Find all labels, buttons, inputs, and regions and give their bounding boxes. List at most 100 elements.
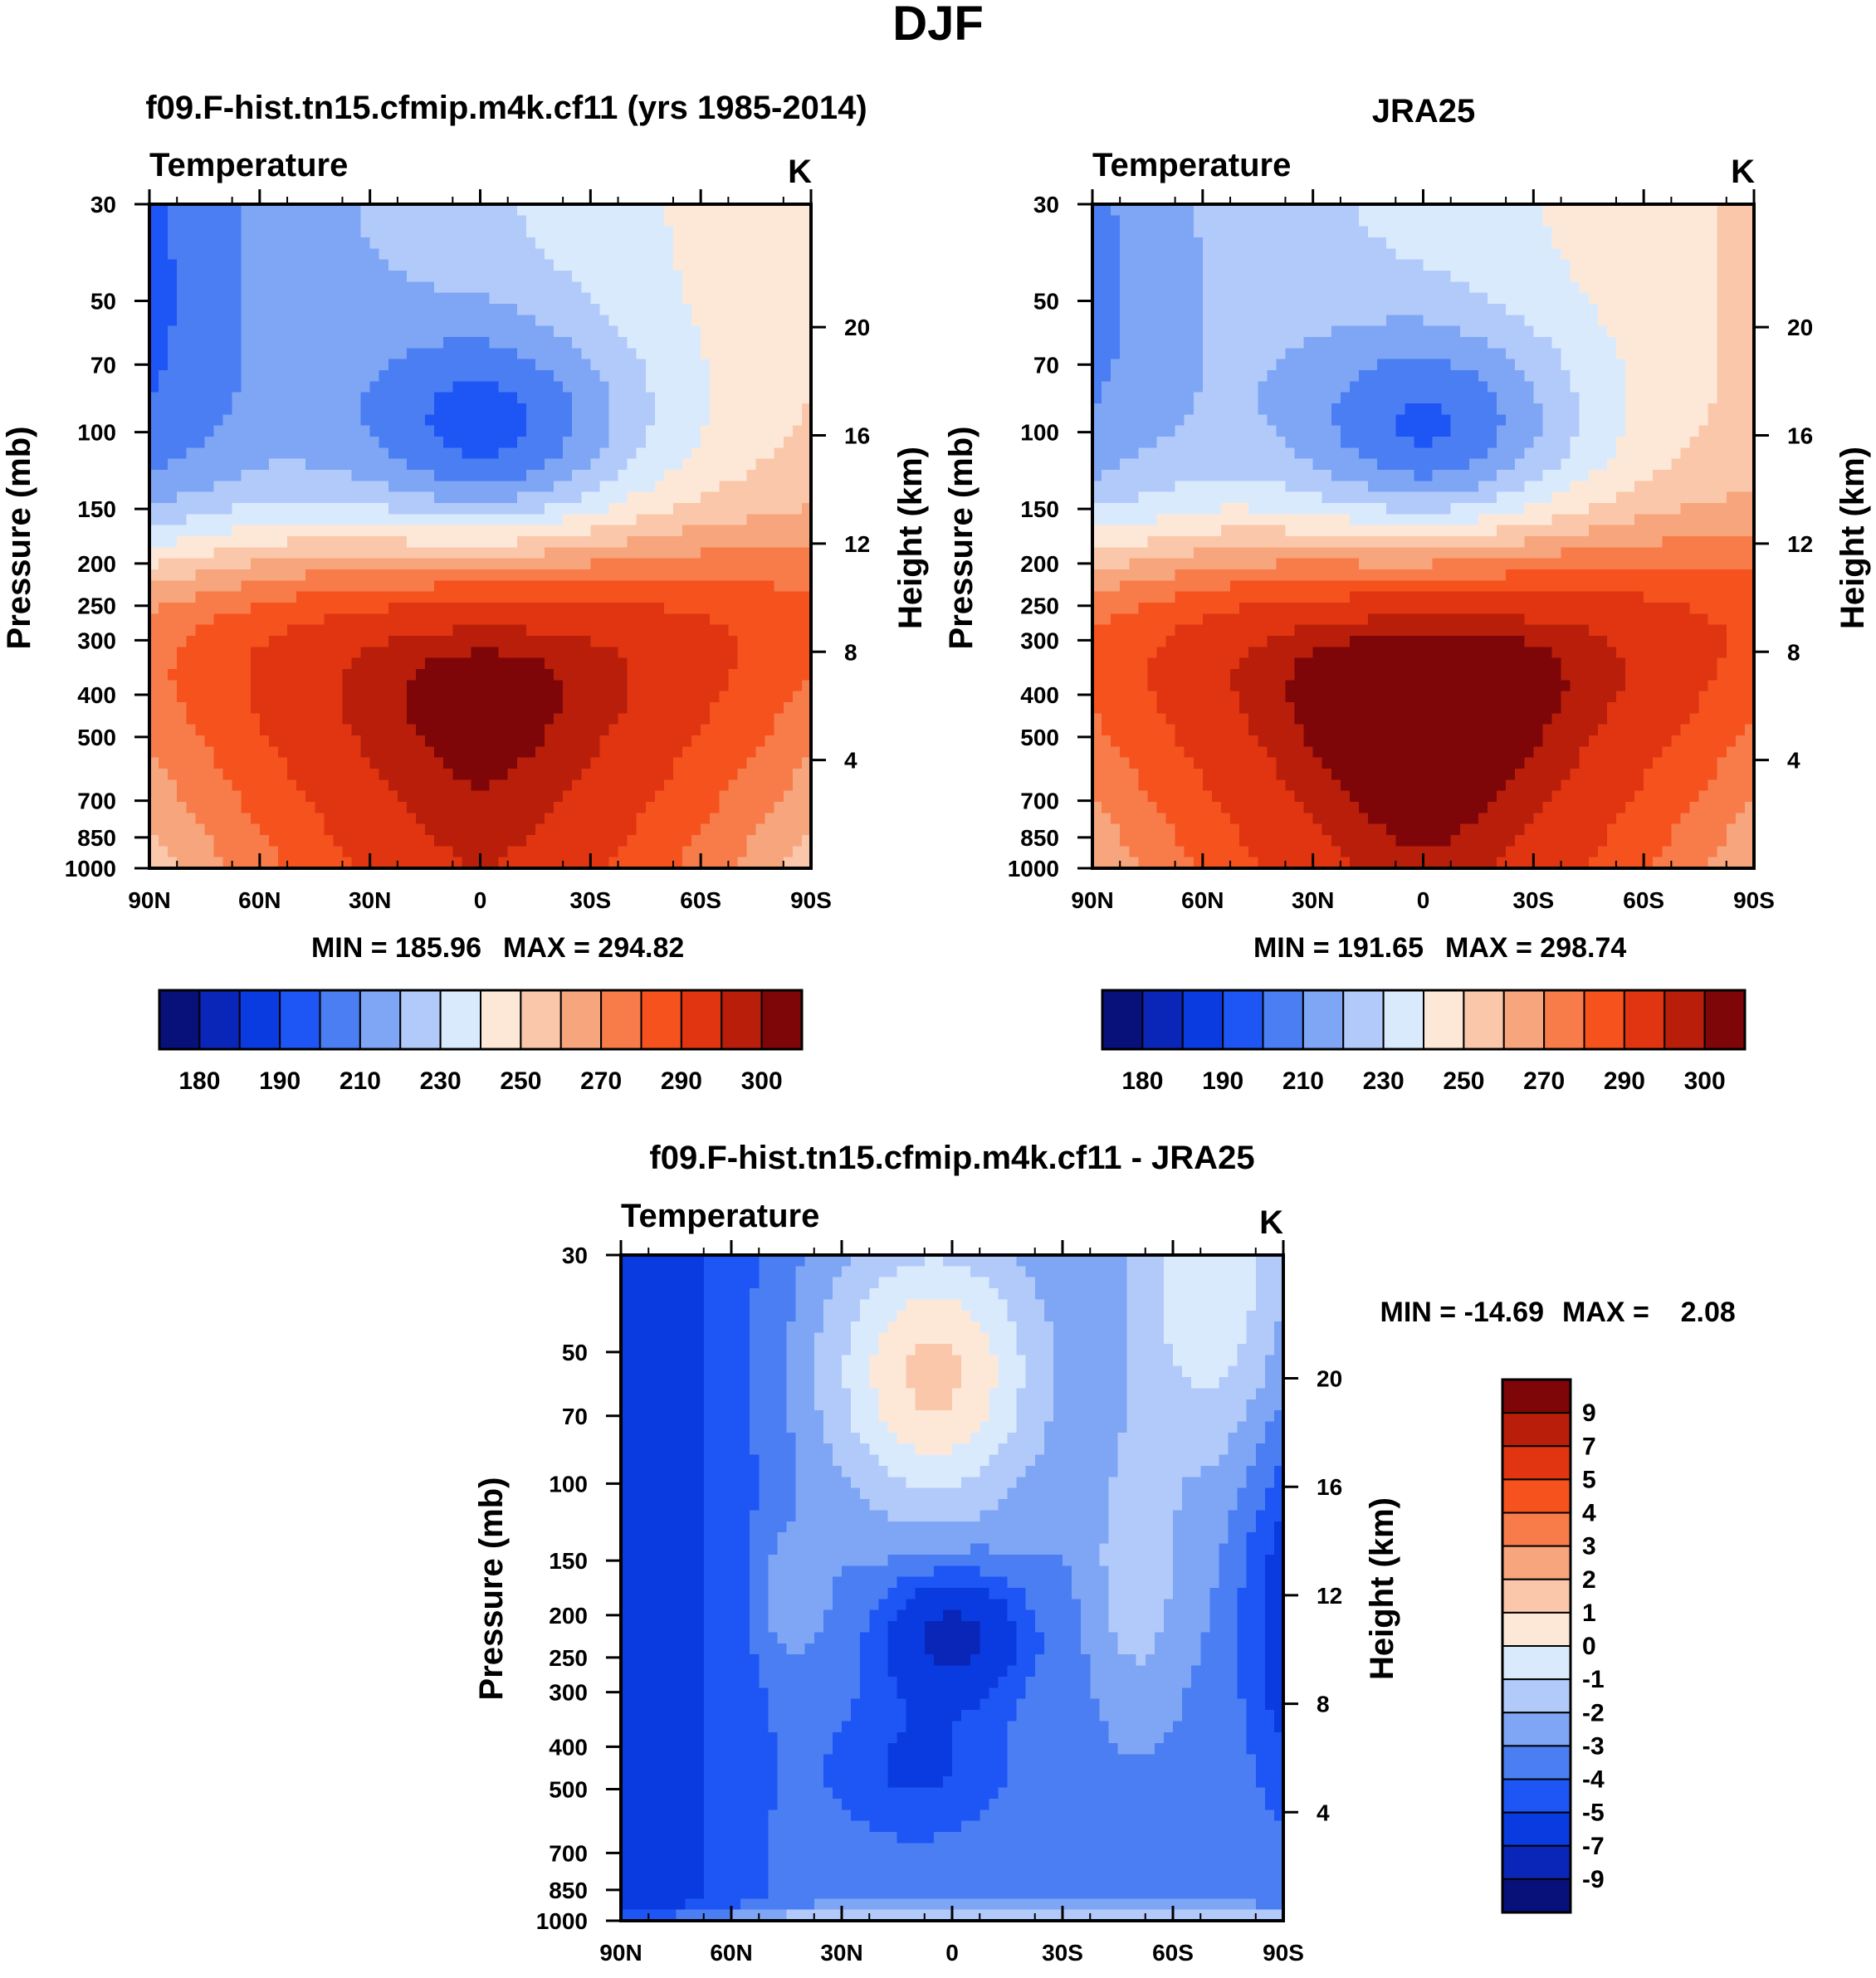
contour-cell (388, 226, 398, 238)
contour-cell (268, 657, 279, 670)
contour-cell (351, 381, 362, 393)
contour-cell (672, 746, 683, 759)
contour-cell (268, 735, 279, 747)
contour-cell (1129, 226, 1139, 238)
contour-cell (186, 857, 196, 869)
contour-cell (159, 624, 169, 637)
contour-cell (498, 779, 509, 792)
contour-cell (554, 580, 564, 593)
contour-cell (213, 447, 224, 460)
contour-cell (480, 425, 491, 437)
contour-cell (1634, 204, 1644, 216)
contour-cell (434, 746, 444, 759)
contour-cell (397, 802, 408, 813)
contour-cell (755, 447, 766, 460)
contour-cell (250, 569, 261, 581)
contour-cell (195, 702, 206, 714)
contour-cell (774, 348, 784, 360)
contour-cell (296, 425, 306, 437)
panel-model-plot: 90N 60N 30N 0 30S 60S 90S305070100150200250300… (65, 189, 870, 913)
contour-cell (434, 348, 444, 360)
contour-cell (1524, 248, 1534, 261)
contour-cell (672, 813, 683, 825)
contour-cell (388, 381, 398, 393)
contour-cell (710, 359, 720, 371)
contour-cell (425, 669, 435, 681)
contour-cell (213, 292, 224, 305)
contour-cell (1175, 226, 1185, 238)
contour-cell (525, 370, 536, 382)
contour-cell (1147, 215, 1158, 227)
contour-cell (452, 823, 462, 836)
contour-cell (406, 779, 417, 792)
contour-cell (618, 248, 628, 261)
contour-cell (360, 647, 371, 659)
contour-cell (1653, 259, 1663, 271)
x-tick-label: 90S (790, 887, 832, 913)
contour-cell (305, 591, 315, 603)
contour-cell (204, 835, 215, 847)
contour-cell (250, 669, 261, 681)
contour-cell (682, 414, 692, 427)
contour-cell (177, 503, 187, 515)
contour-cell (645, 403, 656, 415)
contour-cell (250, 337, 261, 349)
contour-cell (1662, 259, 1672, 271)
contour-cell (1744, 215, 1755, 227)
contour-cell (186, 392, 196, 404)
contour-cell (663, 613, 674, 626)
contour-cell (663, 304, 674, 315)
contour-cell (755, 370, 766, 382)
contour-cell (416, 359, 426, 371)
contour-cell (774, 580, 784, 593)
contour-cell (296, 746, 306, 759)
contour-cell (186, 271, 196, 282)
contour-cell (489, 325, 500, 338)
contour-cell (471, 292, 481, 305)
contour-cell (360, 813, 371, 825)
contour-cell (710, 647, 720, 659)
contour-cell (342, 769, 353, 780)
contour-cell (333, 591, 344, 603)
contour-cell (333, 525, 344, 537)
contour-cell (434, 857, 444, 869)
contour-cell (351, 846, 362, 858)
contour-cell (1459, 237, 1470, 249)
contour-cell (581, 779, 591, 792)
contour-cell (1220, 248, 1231, 261)
contour-cell (627, 304, 638, 315)
contour-cell (425, 713, 435, 725)
contour-cell (360, 857, 371, 869)
contour-cell (259, 757, 270, 769)
contour-cell (351, 647, 362, 659)
contour-cell (159, 215, 169, 227)
contour-cell (563, 603, 573, 614)
contour-cell (452, 458, 462, 471)
contour-cell (654, 569, 665, 581)
panel-obs-title: JRA25 (1372, 93, 1476, 129)
contour-cell (544, 525, 554, 537)
contour-cell (462, 835, 472, 847)
contour-cell (259, 857, 270, 869)
contour-cell (710, 790, 720, 803)
contour-cell (710, 757, 720, 769)
contour-cell (177, 325, 187, 338)
contour-cell (195, 403, 206, 415)
contour-cell (507, 669, 518, 681)
contour-cell (489, 547, 500, 559)
contour-cell (1588, 259, 1599, 271)
contour-cell (719, 525, 729, 537)
contour-cell (765, 647, 775, 659)
contour-cell (682, 691, 692, 703)
contour-cell (480, 437, 491, 448)
contour-cell (554, 636, 564, 647)
contour-cell (351, 359, 362, 371)
contour-cell (1092, 226, 1102, 238)
contour-cell (213, 636, 224, 647)
contour-cell (177, 437, 187, 448)
contour-cell (250, 636, 261, 647)
contour-cell (801, 691, 812, 703)
contour-cell (672, 790, 683, 803)
contour-cell (333, 757, 344, 769)
contour-cell (268, 813, 279, 825)
